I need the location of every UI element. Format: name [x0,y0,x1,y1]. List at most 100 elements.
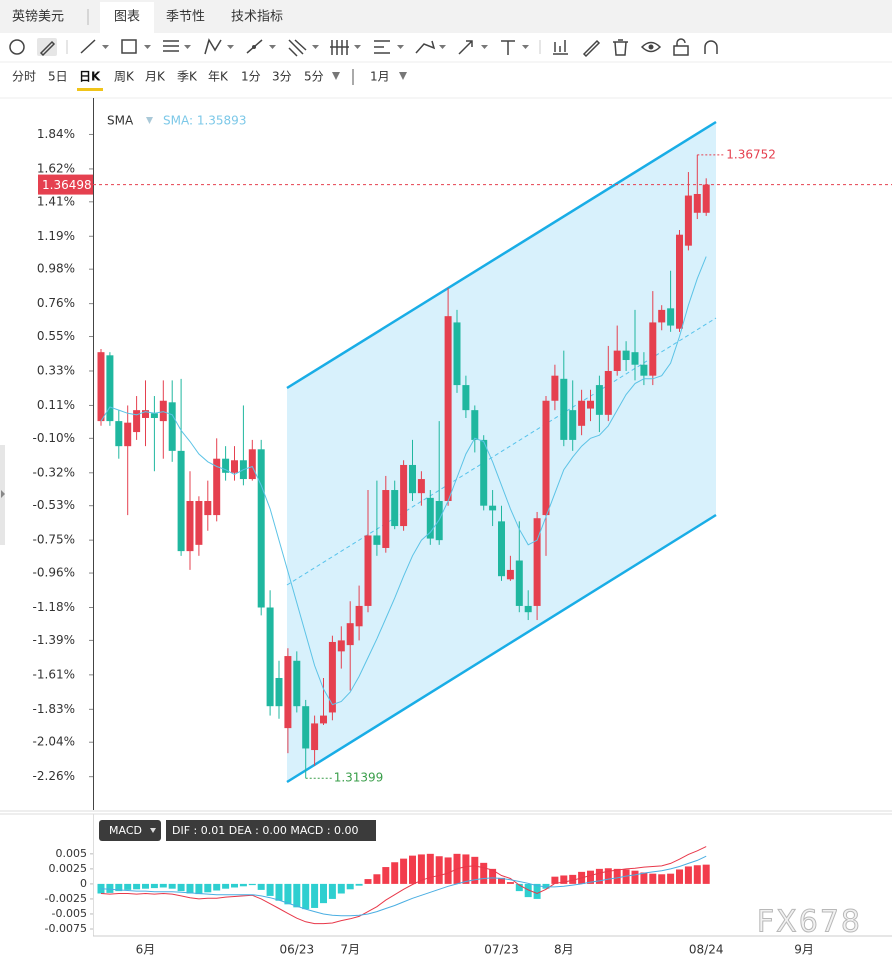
macd-bar [533,883,541,899]
macd-bar [364,879,372,884]
range[interactable]: 1月 [370,70,390,84]
channel-line[interactable] [286,120,717,390]
channel-midline [286,317,717,586]
tool-icon[interactable] [204,38,222,55]
dropdown-arrow[interactable] [227,45,234,49]
macd-bar [569,874,577,884]
tool-icon[interactable] [704,40,718,54]
period[interactable]: 周K [114,70,135,84]
indicator-name[interactable]: SMA [107,114,134,128]
tool-icon[interactable] [39,40,56,57]
tool-icon[interactable] [80,39,96,54]
tool-icon[interactable] [458,40,473,55]
macd-bar [177,883,185,892]
period[interactable]: 分时 [12,70,36,84]
dropdown-arrow[interactable] [269,45,276,49]
dropdown-arrow[interactable] [146,117,153,124]
candle-body [391,490,399,527]
candle-body [524,605,532,613]
period[interactable]: 年K [208,70,229,84]
tool-icon[interactable] [613,39,628,56]
dropdown-arrow[interactable] [312,45,319,49]
dropdown-arrow[interactable] [354,45,361,49]
readout-box [166,820,376,841]
tool-icon[interactable] [163,40,179,52]
candle-body [311,723,319,751]
period[interactable]: 季K [177,70,198,84]
period[interactable]: 5日 [48,70,68,84]
x-tick-label: 6月 [136,943,156,957]
period[interactable]: 5分 [304,70,324,84]
tool-icon[interactable] [553,40,568,55]
candle-body [444,316,452,501]
indicator-value: SMA: 1.35893 [163,114,246,128]
tool-icon[interactable] [415,40,436,54]
candle-body [124,422,132,447]
dropdown-arrow[interactable] [481,45,488,49]
candle-body [409,464,416,494]
dropdown-arrow[interactable] [439,45,446,49]
tool-icon[interactable] [121,39,137,54]
macd-bar [462,854,470,884]
candle-body [177,450,185,552]
tool-icon[interactable] [501,40,515,55]
macd-bar [604,868,612,884]
macd-bar [640,872,648,884]
tool-icon[interactable] [673,45,689,56]
macd-bar [142,883,149,889]
tab-active[interactable] [100,2,154,33]
tool-icon[interactable] [9,39,25,55]
candle-body [667,308,675,326]
candle-body [462,385,470,411]
candle-body [382,490,390,548]
tab[interactable]: 季节性 [166,10,205,25]
dropdown-arrow[interactable] [399,72,407,80]
candle-body [426,497,434,539]
period-active[interactable]: 日K [79,70,101,84]
macd-bar [266,883,274,896]
candle-body [293,660,301,707]
dropdown-arrow[interactable] [184,45,191,49]
period[interactable]: 月K [145,70,166,84]
tool-icon[interactable] [288,39,307,57]
tool-icon[interactable] [330,40,349,55]
y-tick-label: 1.62% [37,161,75,175]
y-tick-label: -0.53% [33,498,75,512]
candle-body [337,640,345,652]
candle-body [480,439,488,506]
candle-body [275,677,283,707]
tab[interactable]: 图表 [114,10,140,25]
y-tick-label: 1.19% [37,229,75,243]
candle-body [328,641,336,713]
candle-body [622,350,630,361]
macd-bar [417,854,425,884]
period[interactable]: 1分 [241,70,261,84]
active-underline [77,88,103,91]
indicator-button-label[interactable]: MACD [109,824,142,837]
candle-body [560,378,568,440]
macd-bar [159,883,167,888]
dropdown-arrow[interactable] [332,72,340,80]
dropdown-arrow[interactable] [150,828,156,833]
channel-line[interactable] [286,513,717,784]
dropdown-arrow[interactable] [397,45,404,49]
macd-bar [302,883,310,910]
macd-bar [311,883,319,908]
indicator-button[interactable] [99,820,161,841]
period[interactable]: 3分 [272,70,292,84]
tool-icon[interactable] [582,39,601,58]
tool-icon[interactable] [640,41,662,53]
y-tick-label: 0.76% [37,296,75,310]
macd-bar [168,883,176,889]
watermark: FX678 [757,905,862,940]
y-tick-label: 0.0025 [49,862,88,875]
candle-body [684,195,692,246]
dropdown-arrow[interactable] [102,45,109,49]
low-label: 1.31399 [334,771,384,785]
dropdown-arrow[interactable] [144,45,151,49]
dropdown-arrow[interactable] [522,45,529,49]
tab[interactable]: 技术指标 [231,10,283,25]
macd-bar [328,883,336,899]
candle-body [257,449,265,608]
tool-icon[interactable] [374,40,390,54]
